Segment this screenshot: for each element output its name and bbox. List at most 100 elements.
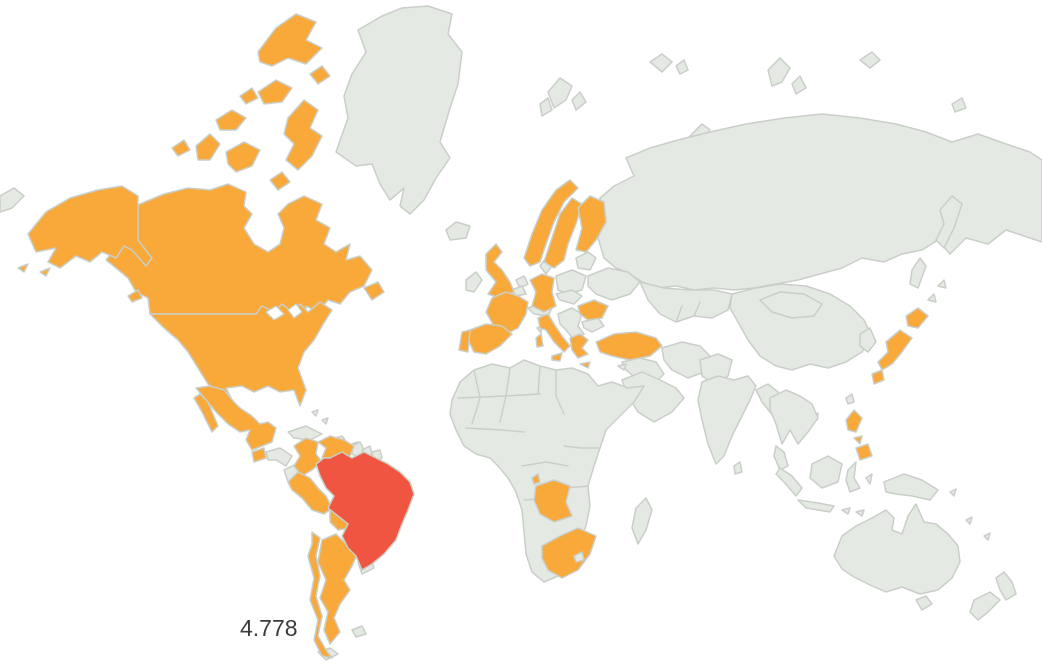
region-new-zealand-south[interactable] xyxy=(969,591,1001,621)
region-japan-hokkaido[interactable] xyxy=(905,307,929,329)
region-greenland[interactable] xyxy=(335,5,463,215)
island xyxy=(965,516,973,525)
region-italy[interactable] xyxy=(537,313,571,353)
region-canada-victoria[interactable] xyxy=(225,141,261,173)
island xyxy=(767,57,791,87)
great-lakes xyxy=(287,303,303,319)
region-spain[interactable] xyxy=(467,323,513,355)
region-italy-sicily[interactable] xyxy=(551,352,563,362)
region-philippines-visayas[interactable] xyxy=(853,435,863,445)
island-kurils xyxy=(927,293,937,303)
region-indochina[interactable] xyxy=(769,389,819,445)
region-finland[interactable] xyxy=(575,195,607,253)
island-taiwan xyxy=(845,393,855,405)
region-madagascar[interactable] xyxy=(631,497,653,545)
region-sri-lanka[interactable] xyxy=(733,461,743,475)
island xyxy=(547,77,573,109)
region-france[interactable] xyxy=(485,291,529,335)
island xyxy=(855,509,865,517)
region-russia-sakhalin[interactable] xyxy=(909,257,927,289)
region-india[interactable] xyxy=(697,375,757,465)
region-canada-island[interactable] xyxy=(309,65,331,85)
region-philippines-luzon[interactable] xyxy=(845,409,863,433)
region-cuba[interactable] xyxy=(287,425,323,441)
region-brazil[interactable] xyxy=(315,451,415,571)
region-bulgaria[interactable] xyxy=(581,317,605,333)
region-ukraine[interactable] xyxy=(587,267,641,301)
region-indonesia-sumatra[interactable] xyxy=(775,467,803,497)
region-usa-lower48[interactable] xyxy=(149,301,333,407)
region-canada-banks[interactable] xyxy=(195,133,221,161)
island xyxy=(539,97,553,117)
region-greece-crete[interactable] xyxy=(579,361,591,369)
region-tasmania[interactable] xyxy=(915,595,933,611)
region-canada-island[interactable] xyxy=(257,79,293,105)
great-lakes xyxy=(265,305,285,321)
region-papua-new-guinea[interactable] xyxy=(883,473,939,501)
region-germany[interactable] xyxy=(529,273,557,313)
region-czechia-slovakia[interactable] xyxy=(555,289,583,305)
island-bahamas xyxy=(321,417,329,425)
island-bahamas xyxy=(311,409,319,417)
region-canada-island[interactable] xyxy=(171,139,191,157)
region-greece[interactable] xyxy=(569,333,589,359)
region-poland[interactable] xyxy=(555,269,587,295)
region-canada-vancouver-island[interactable] xyxy=(127,289,143,303)
region-usa-alaska[interactable] xyxy=(27,185,153,269)
region-chile[interactable] xyxy=(307,531,333,659)
region-canada-island[interactable] xyxy=(239,87,259,105)
region-mexico-baja[interactable] xyxy=(193,393,219,433)
region-afghanistan[interactable] xyxy=(699,353,733,385)
region-indonesia-java[interactable] xyxy=(797,499,835,513)
island xyxy=(859,51,881,69)
region-russia[interactable] xyxy=(597,113,1042,291)
region-united-kingdom[interactable] xyxy=(485,243,515,299)
island-kurils xyxy=(937,279,947,289)
region-mexico[interactable] xyxy=(195,385,277,451)
region-lesotho[interactable] xyxy=(573,551,585,563)
island xyxy=(865,473,873,485)
central-asia-borders xyxy=(675,301,701,323)
region-iceland[interactable] xyxy=(445,221,471,241)
region-australia[interactable] xyxy=(833,503,961,595)
region-kazakhstan[interactable] xyxy=(639,281,733,323)
region-canada-island[interactable] xyxy=(269,171,291,191)
region-malaysia[interactable] xyxy=(773,445,789,471)
region-balkans[interactable] xyxy=(557,307,585,341)
region-philippines-mindanao[interactable] xyxy=(855,443,873,461)
region-honduras-nicaragua[interactable] xyxy=(265,447,293,467)
region-japan-honshu[interactable] xyxy=(877,329,913,371)
region-korea[interactable] xyxy=(859,327,877,353)
region-japan-kyushu[interactable] xyxy=(871,369,885,385)
region-indonesia-borneo[interactable] xyxy=(809,455,843,489)
region-norway[interactable] xyxy=(523,179,579,267)
region-romania[interactable] xyxy=(577,299,609,321)
region-baltics[interactable] xyxy=(575,251,597,271)
island-falklands xyxy=(351,625,367,638)
region-guatemala[interactable] xyxy=(251,447,267,463)
region-italy-sardinia[interactable] xyxy=(535,333,544,348)
region-belgium[interactable] xyxy=(511,285,527,297)
region-ireland[interactable] xyxy=(465,271,483,293)
region-usa-aleutians[interactable] xyxy=(39,267,51,277)
region-portugal[interactable] xyxy=(458,329,471,353)
region-angola-cabinda[interactable] xyxy=(531,473,541,485)
island xyxy=(951,97,967,113)
region-canada-baffin[interactable] xyxy=(283,99,323,171)
region-new-zealand-north[interactable] xyxy=(995,571,1017,601)
region-angola[interactable] xyxy=(533,479,573,523)
region-netherlands[interactable] xyxy=(515,275,529,289)
region-russia-chukotka[interactable] xyxy=(0,187,25,213)
region-russia-kamchatka[interactable] xyxy=(935,195,963,249)
region-south-africa[interactable] xyxy=(541,527,597,579)
region-canada-island[interactable] xyxy=(215,109,247,131)
region-indonesia-sulawesi[interactable] xyxy=(845,461,861,493)
island xyxy=(983,532,991,541)
region-mongolia[interactable] xyxy=(759,291,823,319)
region-usa-aleutians[interactable] xyxy=(17,263,29,273)
region-turkey[interactable] xyxy=(595,331,663,361)
island-cyprus xyxy=(617,363,627,371)
region-canada-newfoundland[interactable] xyxy=(363,281,385,301)
region-canada-ellesmere[interactable] xyxy=(257,13,323,67)
